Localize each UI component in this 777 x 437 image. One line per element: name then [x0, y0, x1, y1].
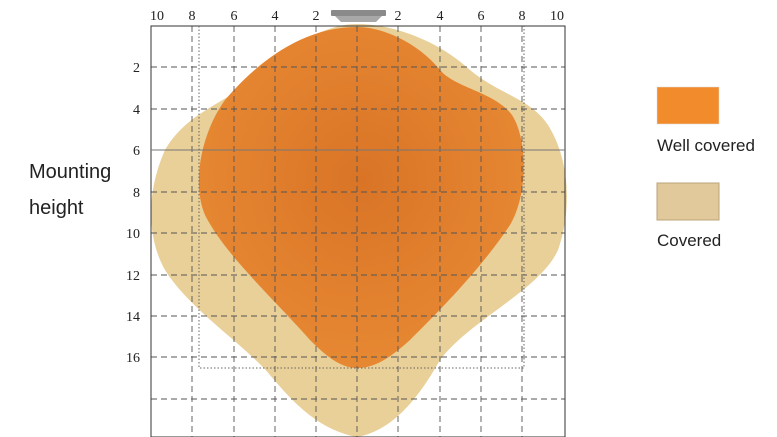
inner-boundary — [198, 26, 525, 369]
legend: Well covered Covered — [656, 86, 755, 250]
y-tick-label: 10 — [126, 227, 140, 242]
y-tick-label: 12 — [126, 269, 140, 284]
x-tick-label: 10 — [150, 9, 164, 24]
x-tick-label: 8 — [519, 9, 526, 24]
y-tick-label: 6 — [133, 144, 140, 159]
y-tick-label: 4 — [133, 103, 140, 118]
y-axis-label-line2: height — [29, 197, 84, 219]
x-tick-label: 2 — [313, 9, 320, 24]
legend-label-well-covered: Well covered — [657, 136, 755, 155]
y-tick-label: 14 — [126, 310, 140, 325]
x-tick-labels: 10 8 6 4 2 2 4 6 8 10 — [150, 9, 564, 24]
x-tick-label: 4 — [437, 9, 444, 24]
y-tick-label: 8 — [133, 186, 140, 201]
well-covered-area — [198, 27, 524, 368]
ceiling-sensor-icon — [331, 10, 386, 22]
y-axis-label-line1: Mounting — [29, 161, 111, 183]
legend-label-covered: Covered — [657, 231, 721, 250]
legend-swatch-covered — [656, 182, 720, 221]
x-tick-label: 6 — [231, 9, 238, 24]
y-tick-label: 2 — [133, 61, 140, 76]
y-tick-labels: 2 4 6 8 10 12 14 16 — [126, 61, 140, 366]
y-tick-label: 16 — [126, 351, 140, 366]
x-tick-label: 6 — [478, 9, 485, 24]
legend-swatch-well-covered — [656, 86, 720, 125]
x-tick-label: 2 — [395, 9, 402, 24]
x-tick-label: 8 — [189, 9, 196, 24]
plot-frame — [150, 25, 566, 437]
x-tick-label: 4 — [272, 9, 279, 24]
x-tick-label: 10 — [550, 9, 564, 24]
